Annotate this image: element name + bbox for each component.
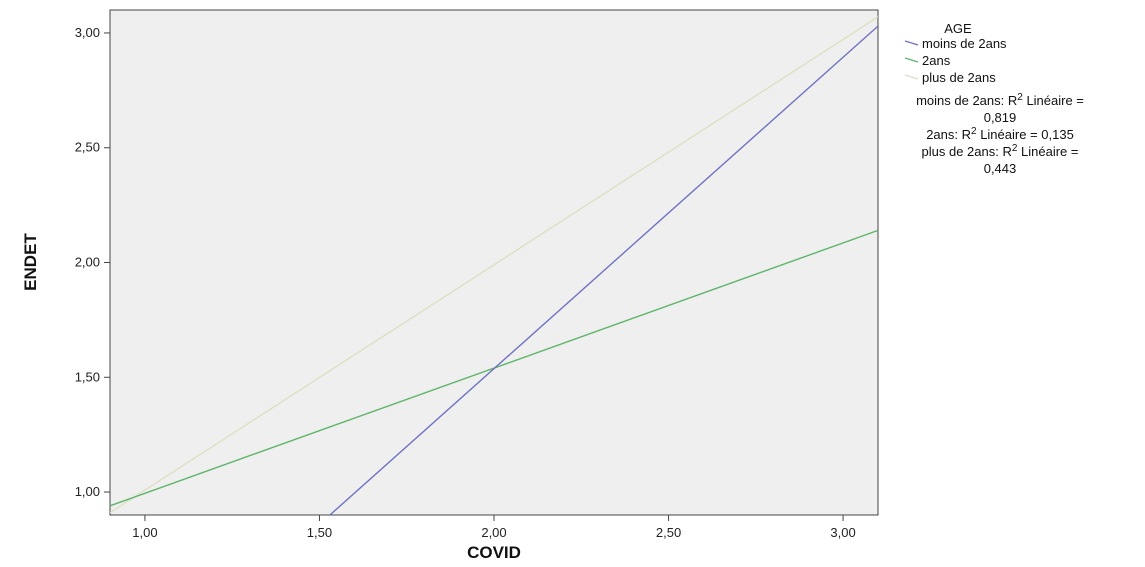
legend-title: AGE — [944, 21, 972, 36]
x-tick-label: 2,50 — [656, 525, 681, 540]
y-tick-label: 3,00 — [75, 25, 100, 40]
x-tick-label: 2,00 — [481, 525, 506, 540]
y-tick-label: 1,50 — [75, 369, 100, 384]
x-tick-label: 1,00 — [132, 525, 157, 540]
y-tick-label: 2,00 — [75, 255, 100, 270]
legend: AGE moins de 2ans 2ans plus de 2ans moins d… — [904, 21, 1084, 176]
axes-layer: 1,00 1,50 2,00 2,50 3,00 1,00 1,50 2,00 2,50 3,00 — [75, 25, 856, 540]
x-tick-label: 3,00 — [830, 525, 855, 540]
r2-value-moins-de-2ans: 0,819 — [984, 110, 1017, 125]
legend-swatch-moins-de-2ans — [904, 40, 919, 46]
legend-swatch-2ans — [904, 57, 919, 63]
r2-value-plus-de-2ans: 0,443 — [984, 161, 1017, 176]
legend-swatch-plus-de-2ans — [904, 74, 919, 80]
series-line-moins-de-2ans — [329, 25, 878, 515]
legend-entry-2ans: 2ans — [922, 53, 951, 68]
legend-entry-moins-de-2ans: moins de 2ans — [922, 36, 1007, 51]
r2-annotation-2ans: 2ans: R2 Linéaire = 0,135 — [926, 126, 1074, 142]
plot-area — [109, 9, 879, 516]
series-line-plus-de-2ans — [110, 16, 878, 514]
r2-annotation-plus-de-2ans: plus de 2ans: R2 Linéaire = — [922, 143, 1079, 159]
x-axis-label: COVID — [467, 543, 521, 562]
series-layer — [110, 16, 878, 515]
legend-entry-plus-de-2ans: plus de 2ans — [922, 70, 996, 85]
y-tick-label: 1,00 — [75, 484, 100, 499]
y-axis-label: ENDET — [21, 233, 40, 291]
r2-annotation-moins-de-2ans: moins de 2ans: R2 Linéaire = — [916, 92, 1084, 108]
y-tick-label: 2,50 — [75, 140, 100, 155]
x-tick-label: 1,50 — [307, 525, 332, 540]
